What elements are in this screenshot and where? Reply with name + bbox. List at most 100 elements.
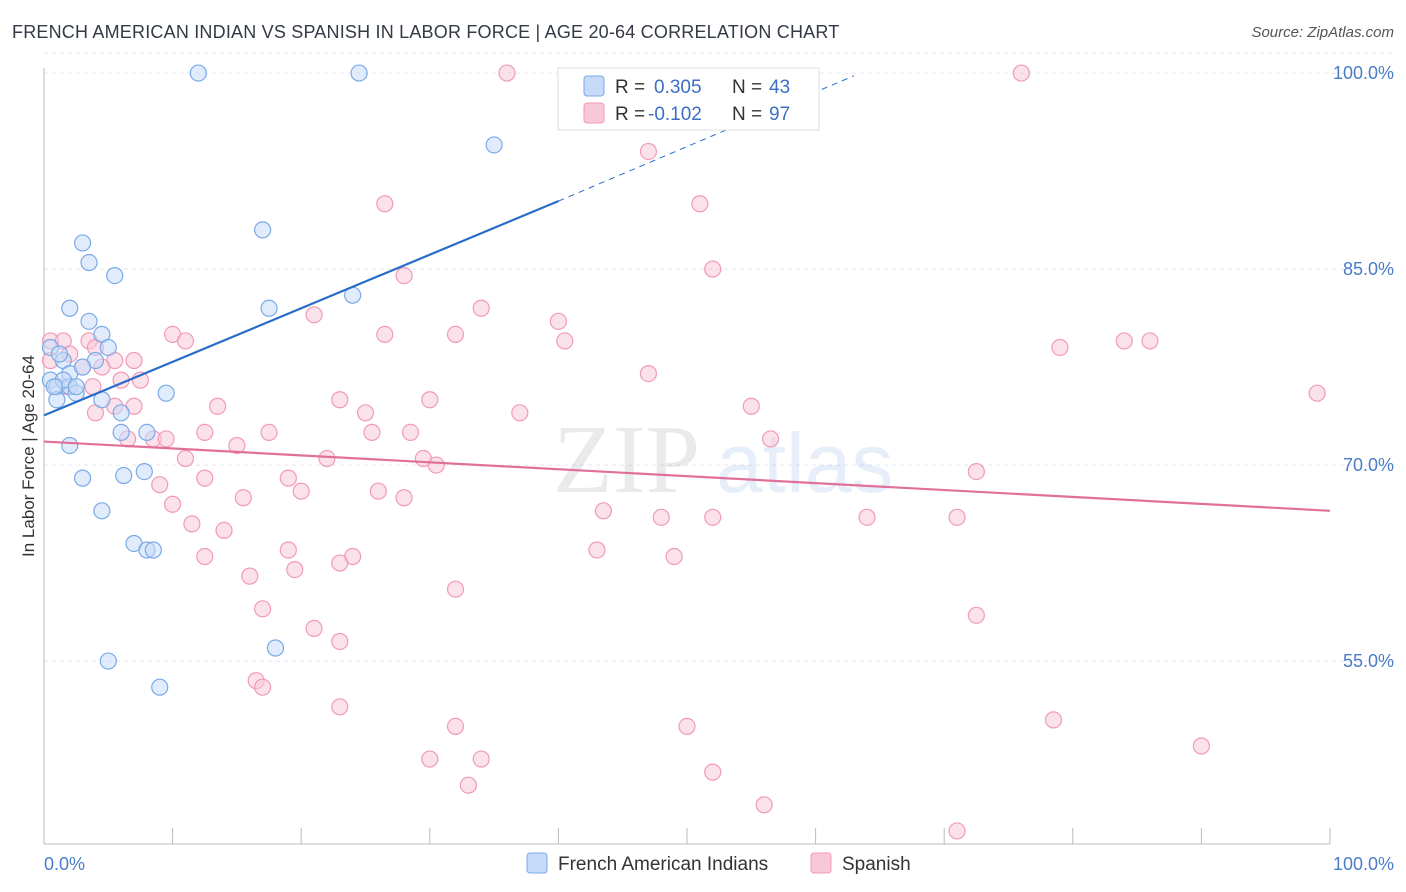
spanish-point [421, 750, 439, 768]
chart-title: FRENCH AMERICAN INDIAN VS SPANISH IN LAB… [12, 22, 840, 42]
spanish-point [254, 600, 272, 618]
spanish-point [215, 521, 233, 540]
spanish-point [421, 391, 439, 409]
french-point [93, 502, 111, 520]
french-point [45, 378, 63, 396]
legend-r-label-french: R = [615, 77, 645, 98]
series-legend-swatch-french[interactable] [526, 852, 548, 874]
spanish-point [948, 508, 966, 526]
y-tick-label: 100.0% [1333, 63, 1394, 83]
spanish-point [228, 436, 246, 455]
spanish-point [234, 489, 252, 507]
spanish-point [556, 332, 574, 350]
spanish-point [401, 423, 420, 441]
series-legend-swatch-spanish[interactable] [810, 852, 832, 874]
x-ticks [43, 828, 1331, 844]
french-trendline [43, 200, 559, 417]
spanish-point [761, 430, 780, 448]
spanish-point [376, 195, 394, 213]
french-point [115, 466, 133, 485]
spanish-point [742, 397, 760, 415]
french-point [189, 64, 207, 82]
spanish-point [151, 476, 169, 494]
spanish-point [196, 423, 214, 441]
spanish-point [511, 404, 529, 422]
stats-legend: R = 0.305 N = 43 R = -0.102 N = 97 [557, 67, 820, 131]
french-point [73, 234, 92, 252]
spanish-point [639, 142, 658, 161]
spanish-point [858, 508, 876, 526]
french-point [350, 64, 368, 82]
spanish-point [125, 351, 143, 370]
spanish-point [331, 632, 349, 651]
spanish-point [446, 717, 465, 736]
legend-r-label-spanish: R = [615, 104, 645, 125]
spanish-point [549, 312, 568, 330]
spanish-point [1141, 332, 1159, 350]
spanish-point [176, 449, 195, 468]
y-axis-label: In Labor Force | Age 20-64 [19, 355, 38, 557]
spanish-point [369, 482, 387, 500]
spanish-point [241, 567, 259, 585]
spanish-point [157, 430, 175, 448]
legend-swatch-french [583, 75, 605, 97]
french-point [61, 299, 79, 317]
x-tick-label-max: 100.0% [1333, 854, 1394, 874]
french-point [485, 136, 503, 154]
spanish-point [459, 776, 477, 794]
spanish-point [948, 822, 966, 840]
series-legend: French American Indians Spanish [526, 852, 911, 875]
french-point [135, 463, 153, 481]
spanish-point [1044, 711, 1063, 729]
spanish-point [254, 678, 272, 696]
spanish-point [279, 541, 297, 559]
french-point [80, 253, 98, 272]
spanish-point [318, 449, 336, 468]
french-point [50, 345, 69, 363]
spanish-point [363, 423, 381, 441]
spanish-point [395, 267, 413, 285]
legend-n-value-spanish: 97 [769, 104, 790, 125]
legend-swatch-spanish [583, 102, 605, 124]
spanish-point [704, 508, 722, 526]
french-american-indians-points [41, 64, 503, 696]
watermark-atlas: atlas [716, 416, 893, 510]
spanish-point [331, 698, 349, 716]
french-point [260, 299, 278, 317]
french-point [106, 267, 124, 285]
spanish-point [588, 541, 606, 559]
spanish-point [196, 469, 214, 487]
spanish-point [196, 547, 214, 566]
spanish-point [164, 495, 182, 513]
series-legend-label-french[interactable]: French American Indians [558, 854, 768, 875]
legend-r-value-spanish: -0.102 [648, 104, 702, 125]
spanish-point [427, 456, 445, 474]
spanish-point [446, 580, 465, 598]
spanish-point [1115, 332, 1133, 350]
spanish-point [1012, 64, 1030, 82]
french-point [61, 436, 79, 455]
spanish-point [704, 763, 722, 781]
french-point [151, 678, 169, 696]
series-legend-label-spanish[interactable]: Spanish [842, 854, 911, 875]
spanish-point [639, 365, 658, 383]
french-point [266, 639, 285, 657]
spanish-point [376, 325, 394, 343]
spanish-point [704, 260, 722, 278]
spanish-point [691, 195, 709, 213]
spanish-point [279, 469, 297, 487]
french-point [254, 221, 272, 239]
x-tick-label-min: 0.0% [44, 854, 85, 874]
french-point [99, 338, 117, 357]
spanish-point [446, 325, 465, 343]
spanish-point [286, 560, 304, 579]
chart-source: Source: ZipAtlas.com [1251, 24, 1394, 41]
spanish-points [41, 64, 1326, 840]
legend-n-label-spanish: N = [732, 104, 762, 125]
spanish-point [209, 397, 227, 415]
french-point [157, 384, 175, 402]
y-tick-label: 55.0% [1343, 651, 1394, 671]
french-point [67, 378, 85, 396]
spanish-point [183, 515, 201, 533]
y-tick-label: 70.0% [1343, 455, 1394, 475]
